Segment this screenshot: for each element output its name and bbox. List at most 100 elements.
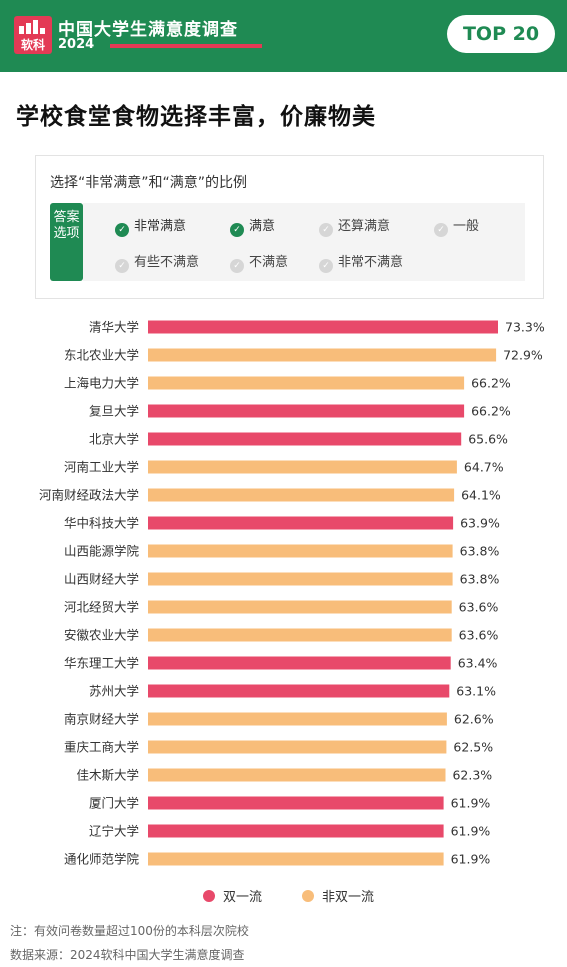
category-label: 清华大学 bbox=[89, 320, 139, 335]
option-label: 还算满意 bbox=[338, 219, 391, 234]
category-label: 河北经贸大学 bbox=[64, 600, 139, 615]
value-label: 63.8% bbox=[460, 572, 500, 587]
option-label: 不满意 bbox=[249, 255, 289, 270]
bar bbox=[148, 824, 444, 838]
check-icon: ✓ bbox=[230, 223, 244, 237]
option-neutral: ✓ 一般 bbox=[434, 215, 479, 237]
value-label: 64.7% bbox=[464, 460, 504, 475]
bar bbox=[148, 796, 444, 810]
legend-item-double-first-class: 双一流 bbox=[203, 886, 262, 905]
check-icon: ✓ bbox=[115, 223, 129, 237]
legend-swatch bbox=[302, 890, 314, 902]
logo: 软科 bbox=[14, 16, 52, 54]
value-label: 72.9% bbox=[503, 348, 543, 363]
value-label: 63.1% bbox=[456, 684, 496, 699]
option-fairly-satisfied: ✓ 还算满意 bbox=[319, 215, 390, 237]
value-label: 61.9% bbox=[451, 824, 491, 839]
bar bbox=[148, 712, 447, 726]
category-label: 河南工业大学 bbox=[64, 460, 139, 475]
value-label: 66.2% bbox=[471, 404, 511, 419]
bar bbox=[148, 432, 462, 446]
bar bbox=[148, 404, 465, 418]
legend-swatch bbox=[203, 890, 215, 902]
value-label: 63.8% bbox=[460, 544, 500, 559]
category-label: 厦门大学 bbox=[89, 796, 139, 811]
category-label: 安徽农业大学 bbox=[64, 628, 139, 643]
category-label: 重庆工商大学 bbox=[64, 740, 139, 755]
category-label: 华中科技大学 bbox=[64, 516, 139, 531]
category-label: 苏州大学 bbox=[89, 684, 139, 699]
value-label: 61.9% bbox=[451, 852, 491, 867]
option-label: 非常不满意 bbox=[338, 255, 404, 270]
legend-label: 双一流 bbox=[223, 890, 263, 905]
bar bbox=[148, 852, 444, 866]
bar bbox=[148, 488, 455, 502]
category-label: 通化师范学院 bbox=[64, 852, 140, 867]
value-label: 66.2% bbox=[471, 376, 511, 391]
data-source: 数据来源：2024软科中国大学生满意度调查 bbox=[10, 948, 245, 962]
category-label: 复旦大学 bbox=[89, 404, 139, 419]
logo-text: 软科 bbox=[20, 38, 45, 52]
value-label: 64.1% bbox=[461, 488, 501, 503]
bar bbox=[148, 628, 452, 642]
bar bbox=[148, 544, 453, 558]
category-label: 山西财经大学 bbox=[64, 572, 139, 587]
category-label: 东北农业大学 bbox=[64, 348, 139, 363]
category-label: 辽宁大学 bbox=[89, 824, 139, 839]
bar bbox=[148, 348, 497, 362]
value-label: 63.4% bbox=[458, 656, 498, 671]
check-icon: ✓ bbox=[230, 259, 244, 273]
category-label: 南京财经大学 bbox=[64, 712, 139, 727]
legend-title: 选择“非常满意”和“满意”的比例 bbox=[50, 175, 248, 191]
satisfaction-bar-chart: 清华大学 73.3% 东北农业大学 72.9% 上海电力大学 66.2% 复旦大学 66.2%… bbox=[39, 320, 545, 867]
value-label: 63.6% bbox=[459, 600, 499, 615]
brand-title: 中国大学生满意度调查 bbox=[58, 20, 238, 40]
option-satisfied: ✓ 满意 bbox=[230, 215, 275, 237]
option-very-dissatisfied: ✓ 非常不满意 bbox=[319, 251, 403, 273]
top-badge: TOP 20 bbox=[447, 15, 555, 53]
check-icon: ✓ bbox=[319, 223, 333, 237]
footnote: 注：有效问卷数量超过100份的本科层次院校 bbox=[10, 924, 249, 938]
logo-bars-icon bbox=[19, 20, 47, 34]
bar bbox=[148, 656, 451, 670]
value-label: 62.3% bbox=[452, 768, 492, 783]
brand-underline bbox=[110, 44, 262, 48]
answer-options-panel: ✓ 非常满意 ✓ 满意 ✓ 还算满意 ✓ 一般 ✓ 有些不满意 ✓ 不满意 ✓ 非常不满意 bbox=[83, 203, 525, 281]
category-label: 河南财经政法大学 bbox=[39, 488, 139, 503]
bar bbox=[148, 516, 454, 530]
bar bbox=[148, 376, 465, 390]
bar bbox=[148, 684, 450, 698]
option-label: 非常满意 bbox=[134, 219, 187, 234]
bar bbox=[148, 320, 498, 334]
value-label: 73.3% bbox=[505, 320, 545, 335]
category-label: 山西能源学院 bbox=[64, 544, 140, 559]
option-somewhat-dissatisfied: ✓ 有些不满意 bbox=[115, 251, 199, 273]
check-icon: ✓ bbox=[434, 223, 448, 237]
legend-label: 非双一流 bbox=[322, 890, 375, 905]
category-label: 佳木斯大学 bbox=[76, 768, 139, 783]
category-label: 上海电力大学 bbox=[64, 376, 139, 391]
value-label: 63.9% bbox=[460, 516, 500, 531]
bar bbox=[148, 600, 452, 614]
value-label: 63.6% bbox=[459, 628, 499, 643]
header-banner: 软科 中国大学生满意度调查 2024 TOP 20 bbox=[0, 0, 567, 72]
answer-options-label: 答案选项 bbox=[50, 203, 83, 281]
brand-year: 2024 bbox=[58, 37, 95, 52]
bar bbox=[148, 572, 453, 586]
bar bbox=[148, 768, 446, 782]
category-label: 华东理工大学 bbox=[64, 656, 139, 671]
check-icon: ✓ bbox=[319, 259, 333, 273]
check-icon: ✓ bbox=[115, 259, 129, 273]
value-label: 61.9% bbox=[451, 796, 491, 811]
legend-item-non-double-first-class: 非双一流 bbox=[302, 886, 374, 905]
value-label: 62.6% bbox=[454, 712, 494, 727]
category-label: 北京大学 bbox=[89, 432, 139, 447]
option-label: 满意 bbox=[249, 219, 276, 234]
option-label: 一般 bbox=[453, 219, 480, 234]
value-label: 62.5% bbox=[453, 740, 493, 755]
option-very-satisfied: ✓ 非常满意 bbox=[115, 215, 186, 237]
answer-legend-box: 选择“非常满意”和“满意”的比例 答案选项 ✓ 非常满意 ✓ 满意 ✓ 还算满意 ✓ 一… bbox=[35, 155, 544, 299]
page-title: 学校食堂食物选择丰富，价廉物美 bbox=[16, 104, 376, 130]
option-label: 有些不满意 bbox=[134, 255, 200, 270]
bar bbox=[148, 460, 457, 474]
